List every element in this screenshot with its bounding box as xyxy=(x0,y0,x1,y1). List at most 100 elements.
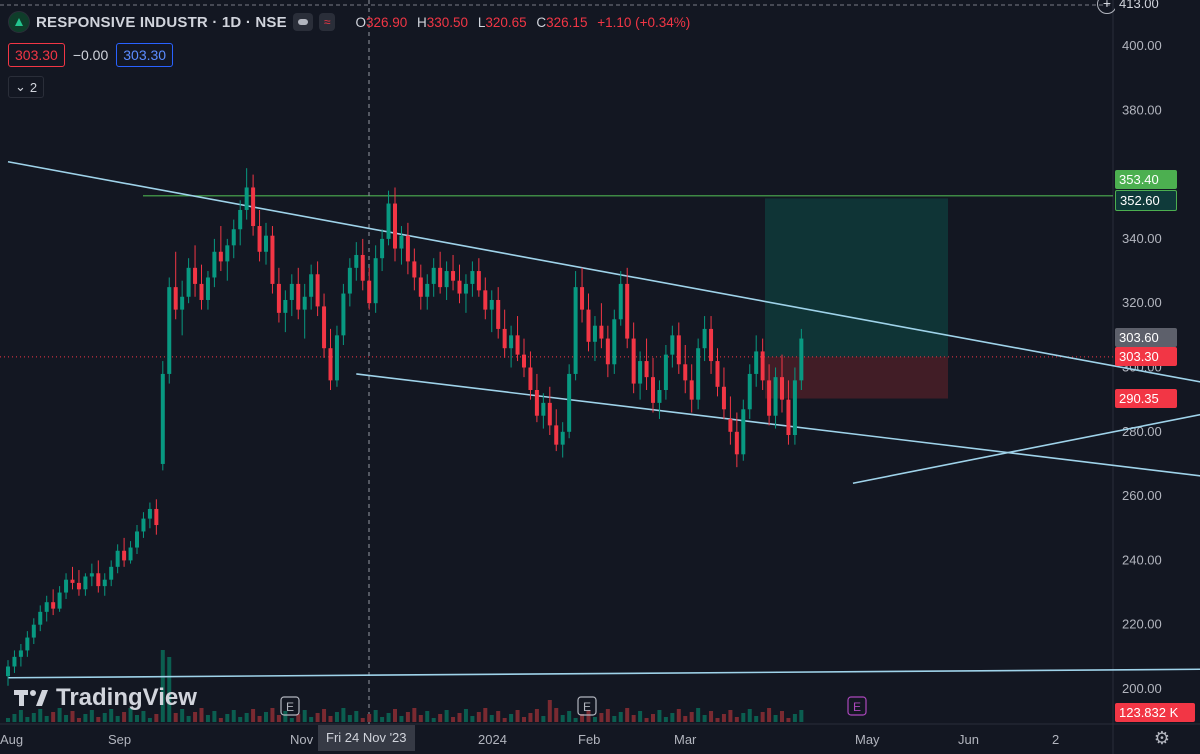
volume-bar xyxy=(347,715,352,722)
candle-body xyxy=(580,287,585,310)
ohlc-close-key: C xyxy=(536,14,547,30)
volume-bar xyxy=(599,713,604,722)
symbol-logo-icon[interactable] xyxy=(8,11,30,33)
volume-bar xyxy=(57,708,62,722)
time-tick-label: Mar xyxy=(674,732,697,747)
sell-price-button[interactable]: 303.30 xyxy=(8,43,65,67)
symbol-title[interactable]: RESPONSIVE INDUSTR · 1D · NSE xyxy=(36,13,287,31)
candle-body xyxy=(599,325,604,339)
volume-bar xyxy=(767,708,772,722)
candle-body xyxy=(573,287,578,374)
ohlc-low: 320.65 xyxy=(485,14,527,30)
volume-bar xyxy=(386,713,391,722)
candle-body xyxy=(283,299,288,313)
volume-bar xyxy=(463,709,468,722)
volume-bar xyxy=(592,717,597,722)
volume-bar xyxy=(180,709,185,722)
volume-bar xyxy=(276,715,281,722)
candle-body xyxy=(541,402,546,416)
candle-body xyxy=(186,267,191,297)
volume-bar xyxy=(225,714,230,722)
candle-body xyxy=(502,328,507,349)
volume-bar xyxy=(218,718,223,722)
volume-bar xyxy=(760,712,765,722)
volume-bar xyxy=(786,718,791,722)
candle-body xyxy=(147,508,152,519)
volume-bar xyxy=(612,716,617,722)
volume-bar xyxy=(309,717,314,722)
price-tag-last: 303.30 xyxy=(1115,347,1177,366)
ohlc-readout: O326.90 H330.50 L320.65 C326.15 +1.10 (+… xyxy=(355,15,696,30)
candle-body xyxy=(76,582,81,590)
volume-bar xyxy=(741,713,746,722)
candle-body xyxy=(25,637,30,651)
gear-icon[interactable]: ⚙ xyxy=(1153,728,1171,748)
chart-header: RESPONSIVE INDUSTR · 1D · NSE ≈ O326.90 … xyxy=(8,8,696,36)
volume-bar xyxy=(709,711,714,722)
volume-bar xyxy=(412,708,417,722)
volume-bar xyxy=(141,711,146,722)
volume-bar xyxy=(109,709,114,722)
volume-bar xyxy=(702,715,707,722)
candle-body xyxy=(438,267,443,288)
volume-bar xyxy=(547,700,552,722)
volume-bar xyxy=(496,711,501,722)
indicator-count: 2 xyxy=(29,79,38,95)
volume-bar xyxy=(431,718,436,722)
candle-body xyxy=(586,309,591,342)
candle-body xyxy=(644,361,649,378)
candle-body xyxy=(302,296,307,310)
candle-body xyxy=(231,229,236,246)
volume-bar xyxy=(380,717,385,722)
cursor-date-label: Fri 24 Nov '23 xyxy=(318,725,415,751)
candle-body xyxy=(83,576,88,590)
candle-body xyxy=(122,550,127,561)
volume-bar xyxy=(264,712,268,722)
trendline xyxy=(356,373,1200,477)
ohlc-high: 330.50 xyxy=(426,14,469,30)
candle-body xyxy=(567,373,572,432)
volume-bar xyxy=(489,715,494,722)
candle-body xyxy=(651,377,655,403)
volume-bar xyxy=(31,713,36,722)
volume-bar xyxy=(322,709,327,722)
volume-bar xyxy=(799,710,804,722)
candle-body xyxy=(754,351,759,374)
candle-body xyxy=(6,666,10,677)
buy-price-button[interactable]: 303.30 xyxy=(116,43,174,67)
ohlc-change: +1.10 (+0.34%) xyxy=(597,14,691,30)
price-tick-label: 200.00 xyxy=(1122,681,1162,696)
volume-bar xyxy=(270,708,275,722)
candle-body xyxy=(238,209,243,230)
candle-body xyxy=(799,338,804,381)
volume-bar xyxy=(64,715,69,722)
volume-bar xyxy=(651,714,655,722)
ohlc-close: 326.15 xyxy=(546,14,588,30)
price-tick-label: 340.00 xyxy=(1122,231,1162,246)
volume-bar xyxy=(96,717,101,722)
volume-bar xyxy=(38,709,43,722)
volume-bar xyxy=(638,711,643,722)
candle-body xyxy=(193,267,198,284)
wave-icon[interactable]: ≈ xyxy=(318,13,336,31)
candle-body xyxy=(470,271,475,284)
volume-bar xyxy=(754,716,759,722)
indicators-toggle[interactable]: ⌄ 2 xyxy=(8,76,45,98)
volume-bar xyxy=(418,715,423,722)
volume-bar xyxy=(167,657,172,722)
candle-body xyxy=(70,579,75,583)
candle-body xyxy=(257,226,262,252)
candle-body xyxy=(457,280,462,294)
candle-body xyxy=(64,579,69,593)
volume-bar xyxy=(315,713,320,722)
earnings-marker-label: E xyxy=(853,700,861,714)
volume-bar xyxy=(302,710,307,722)
volume-bar xyxy=(296,714,301,722)
candle-body xyxy=(328,348,333,381)
candle-body xyxy=(425,283,430,297)
candle-body xyxy=(554,425,559,445)
toggle-pill-icon[interactable] xyxy=(292,13,313,31)
volume-bar xyxy=(586,710,591,722)
candle-body xyxy=(18,650,23,657)
